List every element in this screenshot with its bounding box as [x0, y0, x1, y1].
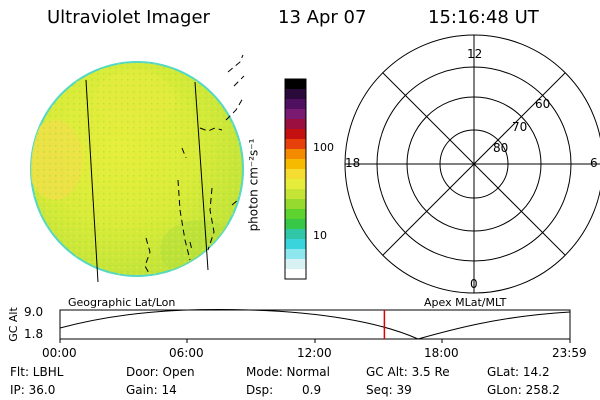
- orbit-y-axis-title: GC Alt: [6, 307, 20, 342]
- glon-info: GLon: 258.2: [487, 383, 560, 397]
- orbit-altitude-plot: [59, 309, 571, 343]
- geographic-caption: Geographic Lat/Lon: [68, 296, 176, 309]
- colorbar-segment: [285, 199, 306, 210]
- colorbar-segment: [285, 169, 306, 180]
- mlt-label-6: 6: [590, 156, 598, 170]
- colorbar-segment: [285, 119, 306, 130]
- observation-time: 15:16:48 UT: [428, 7, 539, 28]
- mlt-label-18: 18: [345, 156, 361, 170]
- colorbar-segment: [285, 219, 306, 230]
- colorbar-segment: [285, 159, 306, 170]
- colorbar-segment: [285, 149, 306, 160]
- colorbar-segment: [285, 249, 306, 260]
- orbit-y-tick-9: 9.0: [24, 305, 44, 319]
- dsp-label: Dsp:: [246, 383, 274, 397]
- filter-info: Flt: LBHL: [10, 365, 64, 379]
- geographic-grid-lines: [85, 79, 209, 283]
- mlat-label-60: 60: [535, 97, 551, 111]
- colorbar-tick-100: 100: [313, 141, 334, 154]
- colorbar-segment: [285, 239, 306, 250]
- altitude-curve: [59, 309, 571, 340]
- mode-info: Mode: Normal: [246, 365, 330, 379]
- colorbar-segment: [285, 269, 306, 280]
- colorbar-frame: [284, 78, 307, 280]
- colorbar-segment: [285, 109, 306, 120]
- gc-alt-info: GC Alt: 3.5 Re: [366, 365, 450, 379]
- instrument-title: Ultraviolet Imager: [47, 7, 210, 28]
- colorbar-segment: [285, 79, 306, 90]
- orbit-x-tick-2359: 23:59: [552, 346, 587, 360]
- observation-date: 13 Apr 07: [278, 7, 367, 28]
- colorbar-unit-label: photon cm⁻²s⁻¹: [246, 138, 261, 232]
- seq-info: Seq: 39: [366, 383, 412, 397]
- gain-info: Gain: 14: [126, 383, 177, 397]
- orbit-x-tick-0600: 06:00: [169, 346, 204, 360]
- colorbar-segment: [285, 189, 306, 200]
- colorbar-segment: [285, 229, 306, 240]
- coastline-outline: [144, 54, 245, 276]
- mlt-label-12: 12: [467, 47, 483, 61]
- colorbar-segment: [285, 99, 306, 110]
- ip-info: IP: 36.0: [10, 383, 56, 397]
- orbit-x-tick-1800: 18:00: [424, 346, 459, 360]
- mlt-label-0: 0: [470, 277, 478, 291]
- colorbar-tick-10: 10: [313, 229, 327, 242]
- mlat-label-70: 70: [512, 120, 528, 134]
- colorbar-segment: [285, 259, 306, 270]
- orbit-x-tick-0000: 00:00: [42, 346, 77, 360]
- mlat-label-80: 80: [493, 141, 509, 155]
- apex-caption: Apex MLat/MLT: [424, 296, 507, 309]
- colorbar-segment: [285, 179, 306, 190]
- door-info: Door: Open: [126, 365, 195, 379]
- orbit-y-tick-1-8: 1.8: [24, 327, 44, 341]
- glat-info: GLat: 14.2: [487, 365, 550, 379]
- orbit-x-tick-1200: 12:00: [297, 346, 332, 360]
- colorbar-segment: [285, 129, 306, 140]
- dsp-value: 0.9: [302, 383, 322, 397]
- colorbar: [285, 79, 306, 280]
- colorbar-segment: [285, 89, 306, 100]
- colorbar-segment: [285, 209, 306, 220]
- colorbar-segment: [285, 139, 306, 150]
- uv-image-disk: [30, 61, 244, 277]
- polar-mlat-mlt-plot: [344, 34, 600, 294]
